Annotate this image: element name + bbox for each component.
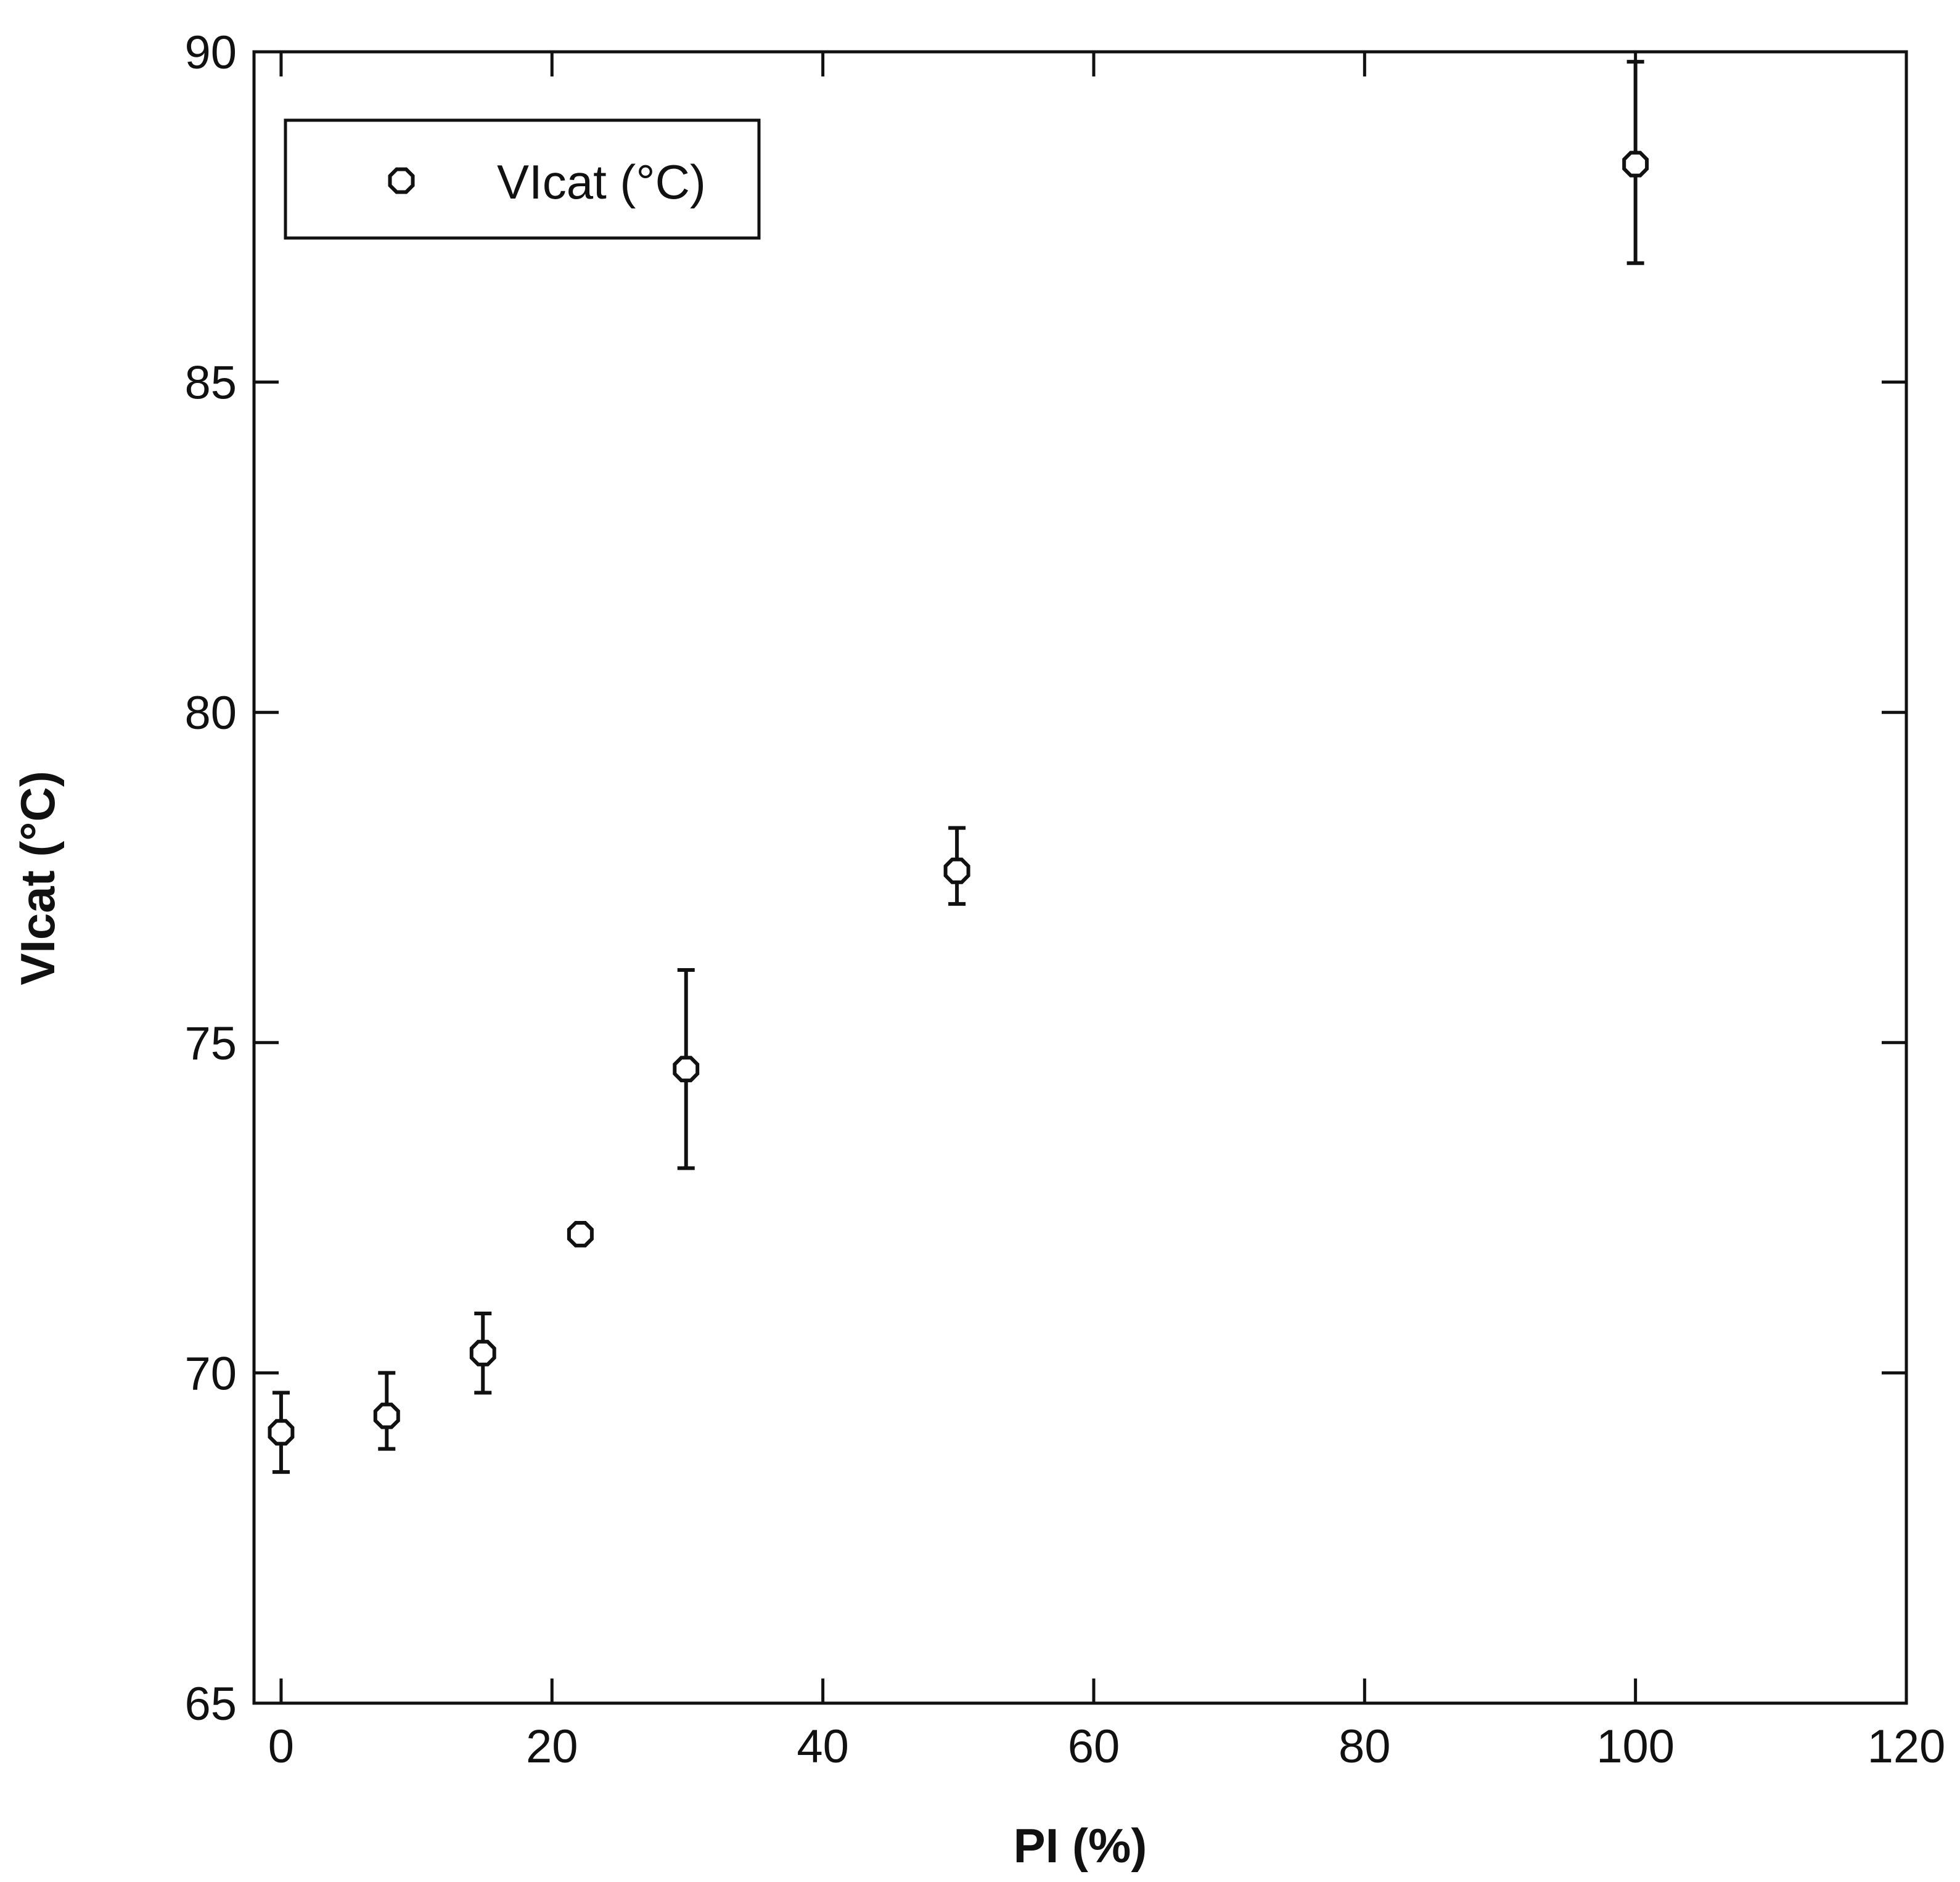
x-tick-label: 120 bbox=[1868, 1720, 1946, 1773]
ticks-layer: 0 20 40 60 80 100 120 65 70 75 80 85 90 bbox=[184, 27, 1945, 1773]
y-axis-title: VIcat (°C) bbox=[10, 771, 65, 985]
legend-box bbox=[284, 118, 761, 240]
legend-label: VIcat (°C) bbox=[497, 155, 706, 209]
x-tick-label: 40 bbox=[797, 1720, 849, 1773]
plot-frame bbox=[252, 50, 1908, 1705]
errorbars-layer bbox=[272, 60, 1644, 1474]
data-point bbox=[1622, 150, 1649, 178]
x-tick-label: 20 bbox=[526, 1720, 578, 1773]
y-tick-label: 70 bbox=[184, 1347, 237, 1400]
legend-marker-icon bbox=[388, 167, 415, 194]
y-tick-label: 75 bbox=[184, 1017, 237, 1070]
data-point bbox=[673, 1056, 700, 1083]
x-axis-title: PI (%) bbox=[1014, 1818, 1147, 1873]
data-point bbox=[268, 1419, 295, 1446]
data-point bbox=[373, 1402, 400, 1429]
points-layer bbox=[268, 150, 1649, 1446]
legend: VIcat (°C) bbox=[284, 118, 761, 240]
data-point bbox=[567, 1221, 594, 1247]
x-tick-label: 60 bbox=[1068, 1720, 1120, 1773]
x-tick-label: 100 bbox=[1596, 1720, 1675, 1773]
x-tick-label: 0 bbox=[268, 1720, 294, 1773]
y-tick-label: 65 bbox=[184, 1678, 237, 1730]
y-tick-label: 90 bbox=[184, 27, 237, 79]
y-tick-label: 80 bbox=[184, 687, 237, 739]
data-point bbox=[943, 857, 970, 884]
y-tick-label: 85 bbox=[184, 357, 237, 409]
data-point bbox=[469, 1339, 496, 1366]
x-tick-label: 80 bbox=[1339, 1720, 1391, 1773]
